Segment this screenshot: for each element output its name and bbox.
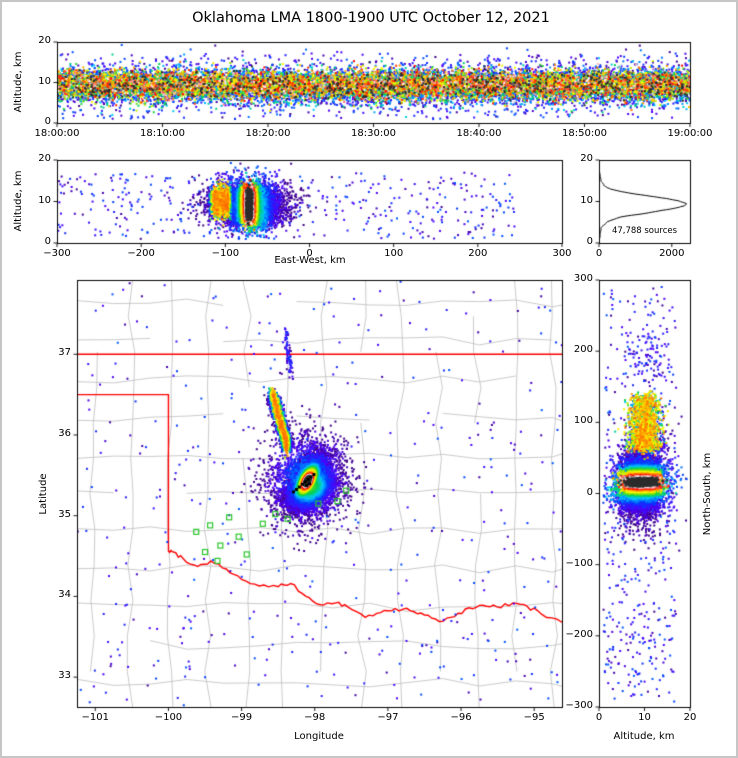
y-tick-label: 200	[573, 344, 593, 356]
y-tick-label: 0	[586, 236, 593, 247]
y-tick-label: 0	[44, 116, 51, 127]
x-tick-label: −95	[523, 712, 545, 723]
y-tick-label: −100	[565, 557, 593, 569]
y-tick-label: 10	[38, 194, 51, 206]
x-tick-label: −300	[43, 248, 71, 259]
y-tick-label: 20	[580, 153, 593, 164]
x-tick-label: −101	[81, 712, 110, 723]
x-axis-label-east-west: East-West, km	[274, 255, 346, 266]
x-tick-label: 18:10:00	[140, 128, 185, 139]
x-tick-label: −100	[211, 248, 240, 259]
y-tick-label: 35	[58, 508, 71, 520]
y-tick-label: −200	[565, 628, 593, 640]
y-tick-label: 0	[44, 236, 51, 247]
figure-title: Oklahoma LMA 1800-1900 UTC October 12, 2…	[192, 10, 550, 26]
y-tick-label: 100	[573, 415, 593, 427]
x-tick-label: 0	[595, 248, 603, 259]
x-tick-label: 300	[552, 248, 572, 259]
x-tick-label: 100	[384, 248, 404, 259]
x-tick-label: 20	[683, 712, 697, 723]
x-tick-label: 18:00:00	[34, 128, 80, 139]
x-tick-label: −200	[127, 248, 155, 259]
x-tick-label: −98	[304, 712, 326, 723]
x-tick-label: −97	[377, 712, 399, 723]
x-tick-label: 19:00:00	[667, 128, 713, 139]
x-tick-label: −96	[450, 712, 472, 723]
x-axis-label-ns-altitude: Altitude, km	[613, 731, 675, 742]
x-tick-label: 200	[468, 248, 488, 259]
y-axis-label-north-south: North-South, km	[702, 452, 713, 536]
x-tick-label: 10	[638, 712, 651, 723]
y-tick-label: 33	[58, 670, 71, 682]
y-tick-label: 34	[58, 589, 71, 601]
x-axis-label-longitude: Longitude	[294, 731, 344, 742]
x-tick-label: 18:30:00	[351, 128, 396, 139]
y-tick-label: 20	[38, 35, 51, 46]
y-axis-label-latitude: Latitude	[38, 473, 49, 515]
y-tick-label: 0	[586, 486, 593, 498]
y-tick-label: 10	[38, 75, 51, 87]
x-tick-label: 18:40:00	[456, 128, 502, 139]
y-tick-label: 37	[58, 347, 71, 359]
x-tick-label: 2000	[659, 248, 685, 259]
x-tick-label: 18:50:00	[562, 128, 607, 139]
y-tick-label: 36	[58, 427, 71, 439]
x-tick-label: 0	[595, 712, 603, 723]
x-tick-label: 0	[306, 248, 313, 259]
x-tick-label: −99	[231, 712, 253, 723]
x-tick-label: −100	[154, 712, 183, 723]
y-tick-label: 300	[573, 273, 593, 284]
y-tick-label: 20	[38, 153, 51, 164]
y-tick-label: −300	[565, 700, 593, 711]
y-tick-label: 10	[580, 194, 593, 206]
histogram-annotation: 47,788 sources	[611, 226, 678, 236]
x-tick-label: 18:20:00	[245, 128, 291, 139]
